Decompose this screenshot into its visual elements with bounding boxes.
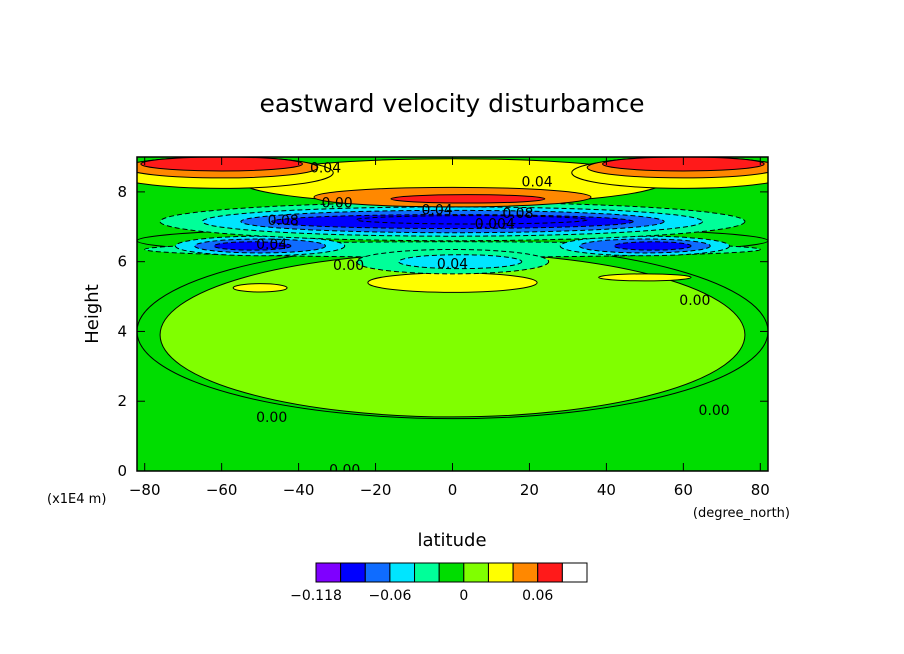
contour-label: 0.04 (522, 174, 553, 190)
contour-label: 0.00 (699, 403, 730, 419)
x-tick-label: 80 (751, 481, 770, 499)
contour-region (367, 272, 538, 293)
colorbar-swatch (561, 562, 588, 583)
colorbar-swatch (463, 562, 489, 583)
y-tick-label: 6 (117, 253, 127, 271)
colorbar-swatch (389, 562, 416, 583)
contour-region (213, 241, 292, 251)
colorbar-swatch (414, 562, 440, 583)
x-tick-label: 0 (448, 481, 458, 499)
colorbar-tick-label: −0.06 (368, 588, 411, 604)
x-tick-label: −20 (360, 481, 392, 499)
contour-label: 0.00 (679, 293, 710, 309)
contour-region (398, 254, 523, 270)
colorbar-swatch (512, 562, 539, 583)
colorbar-swatch (340, 562, 366, 583)
contour-label: 0.00 (333, 258, 364, 274)
colorbar-swatch (438, 562, 465, 583)
contour-label: 0.04 (256, 237, 287, 253)
contour-label: 0.00 (329, 462, 360, 478)
x-tick-label: −80 (129, 481, 161, 499)
colorbar-swatch (537, 562, 563, 583)
colorbar-tick-label: 0 (459, 588, 468, 604)
colorbar-swatch (364, 562, 391, 583)
x-tick-label: 20 (520, 481, 539, 499)
x-tick-label: −40 (283, 481, 315, 499)
chart-title: eastward velocity disturbamce (259, 89, 644, 118)
colorbar-tick-label: 0.06 (522, 588, 553, 604)
y-tick-label: 2 (117, 392, 127, 410)
contour-label: 0.00 (256, 410, 287, 426)
y-axis-unit: (x1E4 m) (47, 492, 106, 507)
colorbar: −0.118 −0.06 0 0.06 (290, 562, 588, 604)
contour-region (355, 215, 588, 225)
contour-label: 0.04 (310, 160, 341, 176)
colorbar-tick-label: −0.118 (290, 588, 342, 604)
y-axis-label: Height (82, 284, 103, 344)
colorbar-swatch (315, 562, 342, 583)
contour-label: 0.04 (437, 256, 468, 272)
contour-field (137, 157, 768, 420)
y-axis: 0 2 4 6 8 (117, 183, 768, 480)
contour-label: 0.04 (422, 202, 453, 218)
x-axis: −80 −60 −40 −20 0 20 40 60 80 (129, 157, 770, 499)
contour-region (598, 273, 692, 282)
x-tick-label: 60 (674, 481, 693, 499)
x-tick-label: −60 (206, 481, 238, 499)
contour-region (390, 194, 546, 204)
x-axis-label: latitude (417, 530, 486, 551)
x-axis-unit: (degree_north) (693, 506, 790, 521)
y-tick-label: 4 (117, 322, 127, 340)
contour-label: 0.004 (475, 216, 515, 232)
y-tick-label: 8 (117, 183, 127, 201)
contour-region (613, 241, 692, 251)
colorbar-swatch (487, 562, 514, 583)
contour-label: 0.00 (321, 195, 352, 211)
contour-region (232, 283, 288, 293)
contour-label: 0.08 (502, 206, 533, 222)
contour-label: 0.08 (268, 213, 299, 229)
y-tick-label: 0 (117, 462, 127, 480)
x-tick-label: 40 (597, 481, 616, 499)
